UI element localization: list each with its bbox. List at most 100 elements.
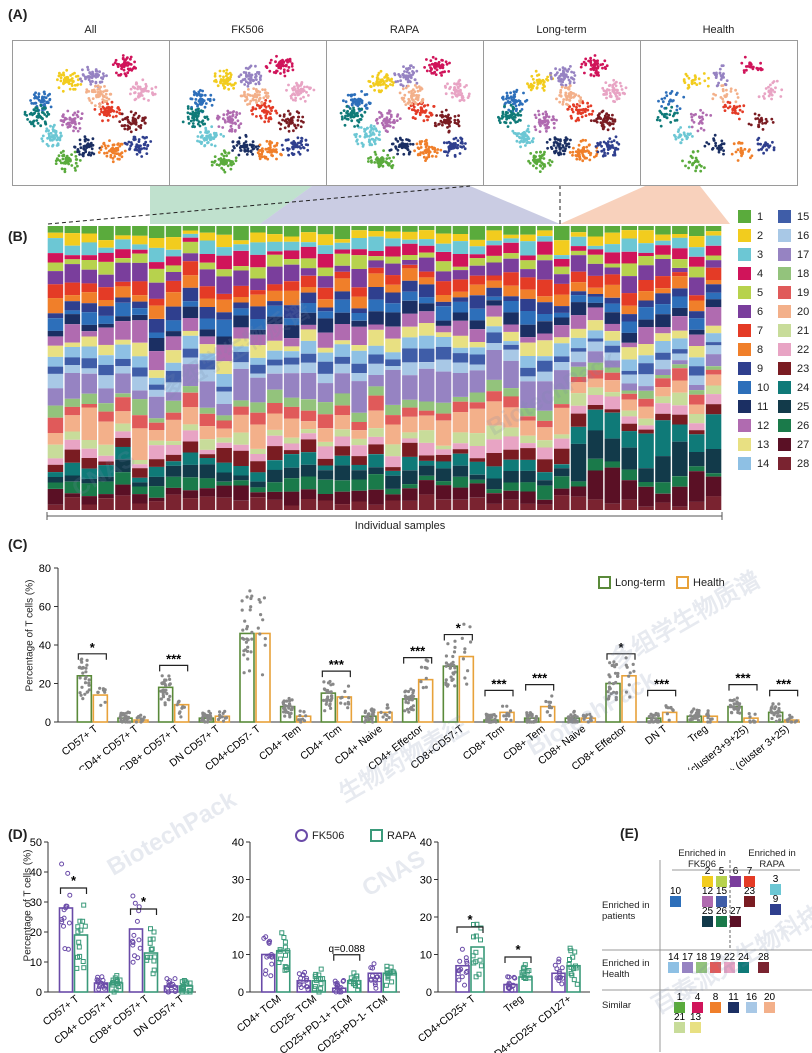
stack-segment (267, 413, 283, 430)
stack-segment (452, 449, 469, 454)
tsne-point (531, 158, 535, 162)
stack-segment (165, 412, 182, 420)
tsne-point (275, 157, 278, 161)
stack-segment (604, 267, 621, 275)
tsne-point (688, 160, 692, 164)
tsne-point (258, 143, 262, 147)
tsne-point (291, 93, 294, 96)
tsne-point (413, 78, 417, 81)
tsne-point (248, 74, 252, 78)
stack-segment (554, 226, 570, 241)
stack-segment (199, 329, 216, 337)
stack-segment (385, 326, 401, 339)
tsne-point (251, 112, 254, 116)
tsne-point (283, 126, 287, 130)
stack-segment (148, 226, 165, 238)
tsne-point (229, 159, 232, 163)
tsne-point (660, 105, 663, 108)
tsne-point (457, 114, 460, 117)
tsne-point (90, 147, 94, 151)
stack-segment (554, 294, 570, 307)
tsne-point (696, 149, 700, 153)
stack-segment (148, 422, 165, 430)
stack-segment (267, 305, 283, 317)
tsne-point (516, 112, 520, 115)
stack-segment (418, 494, 435, 510)
tsne-point (260, 152, 264, 156)
stack-segment (587, 338, 604, 342)
tsne-point (195, 94, 199, 97)
stack-segment (537, 360, 553, 372)
tsne-point (466, 96, 470, 99)
tsne-point (699, 108, 702, 112)
stack-segment (148, 440, 165, 446)
stack-segment (300, 258, 317, 269)
tsne-point (756, 142, 760, 146)
stack-segment (250, 290, 266, 295)
stack-segment (537, 459, 553, 473)
stack-segment (47, 477, 64, 483)
tsne-point (279, 152, 283, 156)
c-point (83, 681, 88, 685)
tsne-point (514, 120, 518, 124)
cluster-swatch (738, 381, 751, 394)
tsne-point (381, 164, 385, 168)
tsne-point (576, 118, 579, 121)
tsne-point (302, 95, 305, 99)
stack-segment (351, 456, 367, 465)
stack-segment (283, 397, 300, 407)
tsne-point (78, 138, 82, 142)
tsne-point (542, 152, 546, 156)
stack-segment (317, 318, 334, 333)
cluster-legend-item-5: 5 (738, 286, 763, 299)
tsne-point (665, 94, 669, 98)
stack-segment (587, 296, 604, 303)
tsne-point (515, 134, 519, 138)
tsne-point (714, 93, 717, 97)
stack-segment (368, 454, 384, 468)
stack-segment (418, 430, 435, 443)
stack-segment (64, 324, 81, 343)
tsne-point (238, 136, 242, 140)
c-ytick-label: 80 (39, 563, 51, 575)
stack-segment (300, 421, 317, 430)
tsne-point (126, 67, 130, 71)
tsne-point (43, 99, 46, 103)
tsne-point (268, 143, 272, 147)
tsne-point (397, 73, 401, 76)
tsne-point (249, 99, 253, 103)
stack-segment (368, 436, 384, 445)
stack-segment (182, 348, 199, 358)
tsne-point (351, 102, 354, 105)
stack-segment (334, 373, 351, 394)
stack-segment (267, 301, 283, 306)
tsne-point (376, 121, 379, 125)
stack-segment (520, 448, 536, 460)
stack-segment (503, 296, 519, 301)
stack-segment (503, 427, 519, 437)
tsne-point (600, 149, 604, 153)
tsne-point (659, 124, 663, 128)
tsne-point (227, 77, 231, 81)
tsne-point (145, 84, 148, 88)
c-point (78, 676, 82, 680)
stack-segment (216, 299, 232, 313)
stack-segment (98, 375, 114, 389)
stack-segment (47, 373, 64, 389)
stack-segment (98, 421, 114, 445)
tsne-point (78, 153, 81, 156)
tsne-point (285, 120, 289, 124)
stack-segment (132, 320, 148, 343)
tsne-point (410, 89, 413, 93)
tsne-point (75, 158, 79, 161)
stack-segment (621, 276, 637, 294)
tsne-point (427, 115, 430, 119)
tsne-point (761, 122, 764, 125)
tsne-point (575, 154, 578, 158)
stack-segment (317, 352, 334, 362)
tsne-point (103, 95, 106, 99)
tsne-point (51, 143, 55, 147)
stack-segment (334, 226, 351, 240)
tsne-point (147, 99, 150, 102)
stack-segment (503, 490, 519, 500)
